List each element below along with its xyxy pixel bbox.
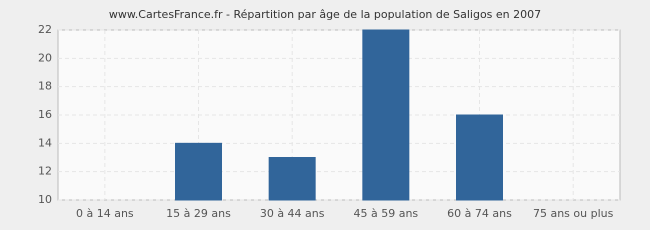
bar <box>268 157 316 201</box>
y-tick-label: 16 <box>38 108 52 121</box>
bar <box>456 114 503 201</box>
y-tick-label: 14 <box>38 136 52 149</box>
x-tick-label: 30 à 44 ans <box>260 207 325 220</box>
y-tick-label: 18 <box>38 80 52 93</box>
y-tick-label: 10 <box>38 193 52 206</box>
y-tick-label: 12 <box>38 165 52 178</box>
x-tick-label: 60 à 74 ans <box>447 207 512 220</box>
y-tick-label: 22 <box>38 23 52 36</box>
bar <box>175 142 222 201</box>
x-tick-label: 15 à 29 ans <box>166 207 231 220</box>
chart-title: www.CartesFrance.fr - Répartition par âg… <box>109 8 541 21</box>
x-tick-label: 75 ans ou plus <box>533 207 614 220</box>
y-tick-label: 20 <box>38 51 52 64</box>
bar <box>362 29 410 201</box>
x-tick-label: 0 à 14 ans <box>76 207 134 220</box>
x-tick-label: 45 à 59 ans <box>353 207 418 220</box>
chart: www.CartesFrance.fr - Répartition par âg… <box>0 0 650 230</box>
